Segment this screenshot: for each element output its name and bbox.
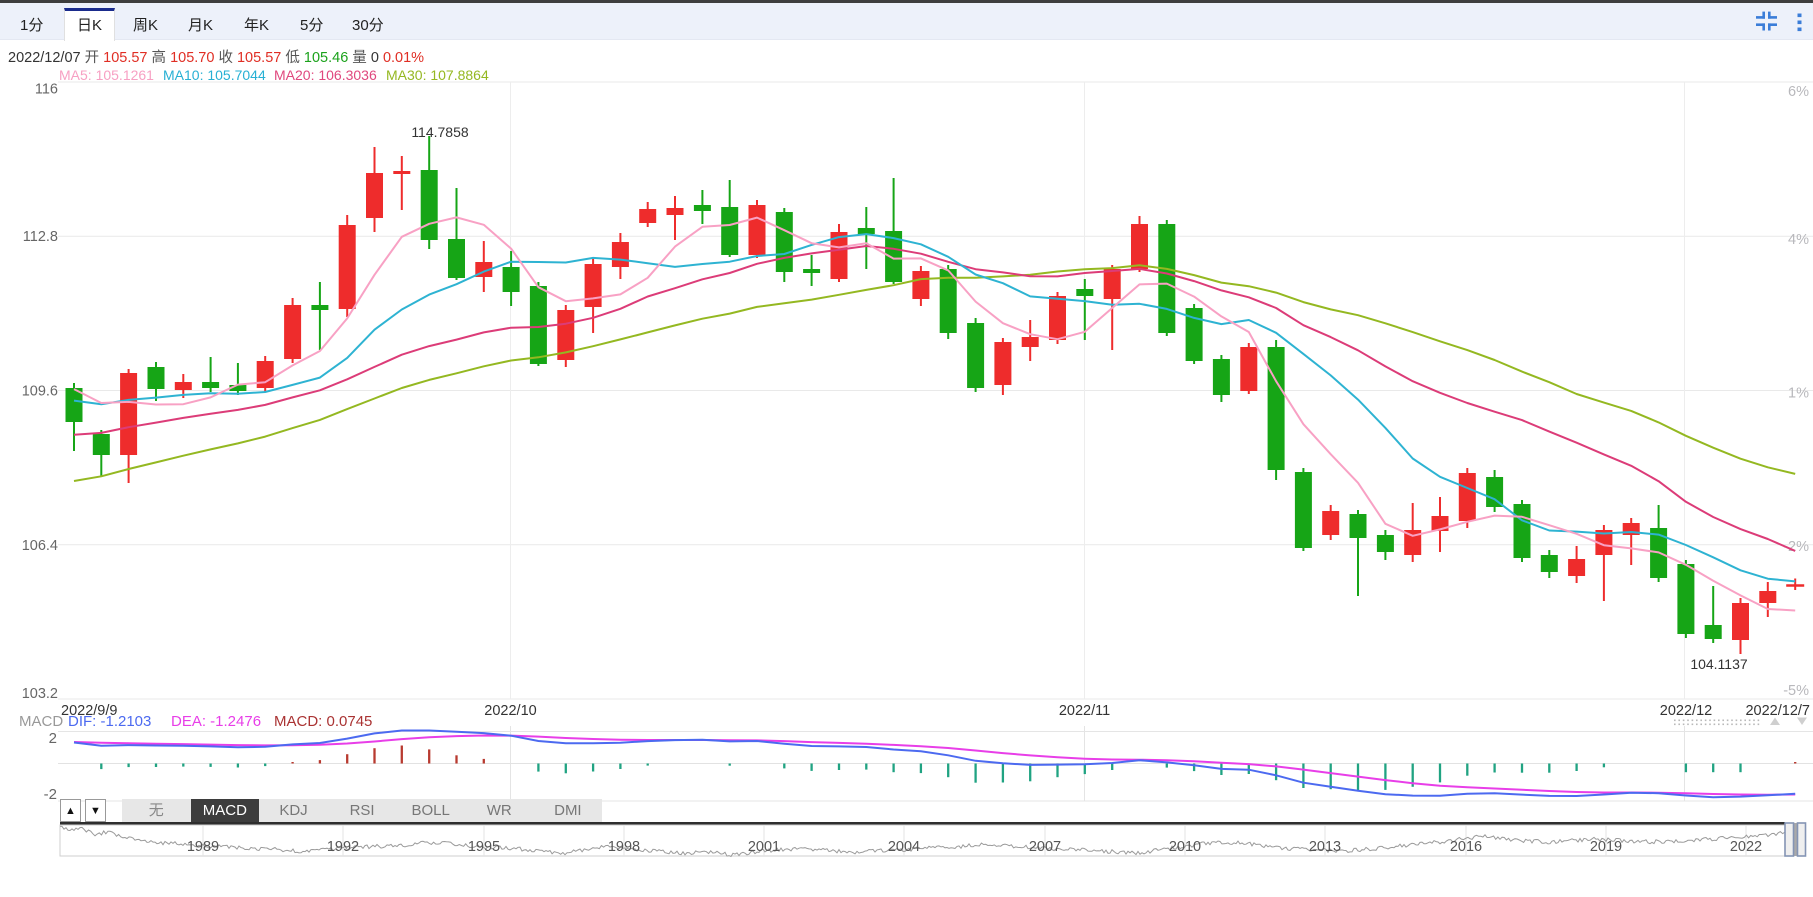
svg-text:103.2: 103.2 <box>22 686 58 702</box>
svg-text:1995: 1995 <box>468 839 500 855</box>
svg-text:114.7858: 114.7858 <box>411 124 469 140</box>
svg-text:1998: 1998 <box>608 839 640 855</box>
svg-text:2019: 2019 <box>1590 839 1622 855</box>
svg-text:2022/12: 2022/12 <box>1660 703 1712 719</box>
svg-text:-2: -2 <box>44 786 57 803</box>
svg-text:1992: 1992 <box>327 839 359 855</box>
svg-text:-2%: -2% <box>1783 539 1809 555</box>
svg-text:2010: 2010 <box>1169 839 1201 855</box>
svg-text:-5%: -5% <box>1783 683 1809 699</box>
svg-text:1989: 1989 <box>187 839 219 855</box>
svg-text:109.6: 109.6 <box>22 384 58 400</box>
svg-text:2022/12/7: 2022/12/7 <box>1745 703 1810 719</box>
svg-text:116: 116 <box>35 82 58 98</box>
svg-text:112.8: 112.8 <box>23 229 58 245</box>
svg-text:2022/9/9: 2022/9/9 <box>61 703 117 719</box>
svg-text:2001: 2001 <box>748 839 780 855</box>
svg-text:DIF: -1.2103: DIF: -1.2103 <box>68 713 151 730</box>
svg-text:MACD: 0.0745: MACD: 0.0745 <box>274 713 372 730</box>
svg-text:2022/10: 2022/10 <box>484 703 536 719</box>
svg-text:2004: 2004 <box>888 839 920 855</box>
svg-text:MACD: MACD <box>19 713 63 730</box>
svg-text:2022: 2022 <box>1730 839 1762 855</box>
svg-text:1%: 1% <box>1788 386 1809 402</box>
svg-text:104.1137: 104.1137 <box>1690 656 1748 672</box>
svg-text:106.4: 106.4 <box>22 538 58 554</box>
svg-text:6%: 6% <box>1788 84 1809 100</box>
svg-text:DEA: -1.2476: DEA: -1.2476 <box>171 713 261 730</box>
svg-text:2013: 2013 <box>1309 839 1341 855</box>
svg-text:2016: 2016 <box>1450 839 1482 855</box>
svg-text:4%: 4% <box>1788 232 1809 248</box>
svg-text:2022/11: 2022/11 <box>1059 703 1110 719</box>
svg-text:2007: 2007 <box>1029 839 1061 855</box>
svg-text:2: 2 <box>49 730 57 747</box>
